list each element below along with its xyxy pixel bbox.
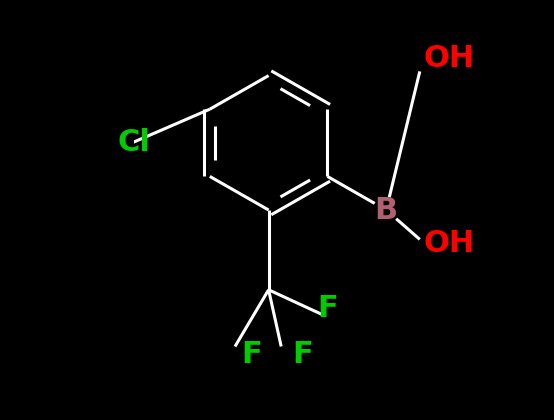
Text: OH: OH <box>424 229 475 258</box>
Text: F: F <box>292 340 312 370</box>
Circle shape <box>101 127 134 159</box>
Text: OH: OH <box>424 44 475 74</box>
Text: Cl: Cl <box>117 128 150 158</box>
Text: B: B <box>375 195 398 225</box>
Text: F: F <box>242 340 262 370</box>
Text: F: F <box>317 294 338 323</box>
Circle shape <box>373 197 399 223</box>
